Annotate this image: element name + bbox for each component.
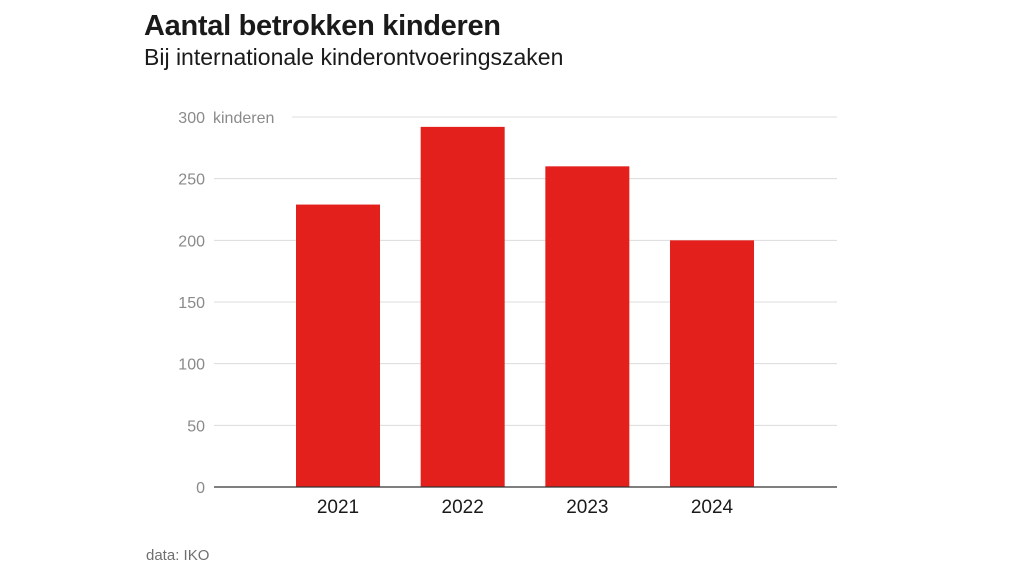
chart-title: Aantal betrokken kinderen [144,10,501,42]
x-tick-label: 2024 [691,497,734,518]
y-tick-label: 50 [187,418,205,435]
x-tick-label: 2023 [566,497,608,518]
bar-2024 [670,240,755,487]
x-axis-ticks: 2021 2022 2023 2024 [317,497,734,518]
bar-2022 [420,126,505,487]
y-tick-label: 200 [178,233,205,250]
y-tick-label: 100 [178,357,205,374]
x-tick-label: 2022 [442,497,484,518]
bar-2021 [296,204,380,488]
y-axis-ticks: 0 50 100 150 200 250 300 kinderen [178,110,274,497]
x-tick-label: 2021 [317,497,359,518]
chart-subtitle: Bij internationale kinderontvoeringszake… [144,44,564,70]
data-source: data: IKO [146,547,210,564]
y-tick-label: 250 [178,172,205,189]
y-tick-label: 150 [178,295,205,312]
bar-2023 [545,166,630,488]
bars [296,126,755,488]
y-tick-label: 0 [196,480,205,497]
y-axis-unit-label: kinderen [213,110,274,127]
y-tick-label: 300 [178,110,205,127]
